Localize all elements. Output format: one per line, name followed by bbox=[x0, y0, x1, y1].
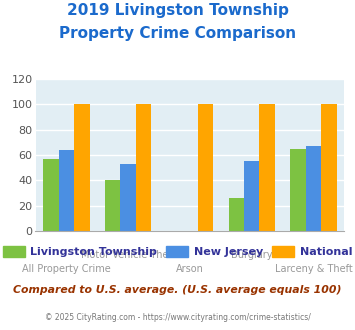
Legend: Livingston Township, New Jersey, National: Livingston Township, New Jersey, Nationa… bbox=[0, 242, 355, 262]
Bar bbox=[105, 181, 120, 231]
Bar bbox=[260, 105, 275, 231]
Text: Arson: Arson bbox=[176, 264, 204, 274]
Text: Compared to U.S. average. (U.S. average equals 100): Compared to U.S. average. (U.S. average … bbox=[13, 285, 342, 295]
Text: All Property Crime: All Property Crime bbox=[22, 264, 111, 274]
Bar bbox=[290, 149, 306, 231]
Text: Property Crime Comparison: Property Crime Comparison bbox=[59, 26, 296, 41]
Bar bbox=[321, 105, 337, 231]
Bar bbox=[74, 105, 89, 231]
Text: Motor Vehicle Theft: Motor Vehicle Theft bbox=[81, 250, 175, 260]
Bar bbox=[43, 159, 59, 231]
Text: Burglary: Burglary bbox=[231, 250, 272, 260]
Text: Larceny & Theft: Larceny & Theft bbox=[274, 264, 353, 274]
Bar bbox=[198, 105, 213, 231]
Text: © 2025 CityRating.com - https://www.cityrating.com/crime-statistics/: © 2025 CityRating.com - https://www.city… bbox=[45, 313, 310, 322]
Bar bbox=[136, 105, 151, 231]
Bar bbox=[59, 150, 74, 231]
Text: 2019 Livingston Township: 2019 Livingston Township bbox=[67, 3, 288, 18]
Bar bbox=[120, 164, 136, 231]
Bar bbox=[244, 161, 260, 231]
Bar bbox=[229, 198, 244, 231]
Bar bbox=[306, 146, 321, 231]
